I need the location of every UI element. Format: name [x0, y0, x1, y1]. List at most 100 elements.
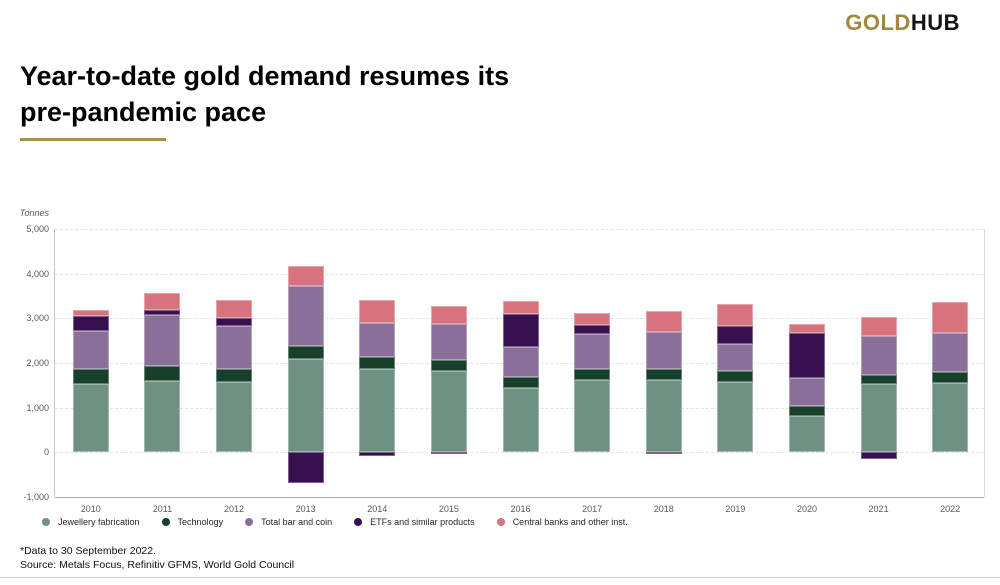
bar-segment — [574, 369, 611, 380]
legend-item[interactable]: Jewellery fabrication — [42, 517, 140, 527]
bar-segment — [359, 300, 396, 323]
bar-segment — [216, 369, 253, 383]
x-axis-label: 2016 — [510, 504, 531, 514]
y-tick-label: 2,000 — [26, 358, 49, 368]
gridline — [55, 229, 984, 230]
bar-segment — [645, 332, 682, 369]
bar-segment — [430, 371, 467, 453]
x-axis-label: 2020 — [796, 504, 817, 514]
y-tick-label: 3,000 — [26, 313, 49, 324]
legend-item[interactable]: ETFs and similar products — [354, 517, 475, 527]
bar-segment — [72, 330, 109, 370]
y-axis: 5,000 4,000 3,000 2,000 1,000 0 -1,000 — [0, 224, 49, 502]
bar-segment — [860, 336, 897, 375]
gridline — [55, 452, 984, 454]
bar-segment — [72, 384, 109, 453]
bar-segment — [788, 324, 825, 333]
x-axis-label: 2010 — [80, 504, 101, 514]
bar-segment — [932, 302, 969, 333]
bar-segment — [287, 346, 324, 359]
bar-segment — [502, 347, 539, 377]
bar-segment — [932, 332, 969, 372]
bar-segment — [932, 383, 969, 453]
bar-segment — [860, 374, 897, 385]
y-tick-label: 5,000 — [26, 224, 49, 234]
bar-segment — [717, 371, 754, 383]
bar-segment — [860, 317, 897, 337]
x-axis-label: 2018 — [653, 504, 674, 514]
title-underline — [20, 138, 166, 141]
bar-segment — [574, 312, 611, 326]
bar-segment — [717, 382, 754, 453]
legend: Jewellery fabrication Technology Total bar… — [42, 517, 650, 527]
legend-label: Total bar and coin — [261, 517, 333, 527]
bar-segment — [788, 416, 825, 453]
legend-dot-icon — [245, 518, 254, 526]
x-axis-label: 2021 — [868, 504, 889, 514]
bar-segment — [502, 376, 539, 388]
bar-segment — [287, 265, 324, 287]
bar-segment — [788, 332, 825, 379]
plot-area: 2010 2011 2012 2013 2014 2015 2016 2017 2018 2019… — [54, 229, 985, 514]
bar-segment — [216, 299, 253, 318]
bar-segment — [144, 293, 181, 311]
y-axis-unit-label: Tonnes — [19, 208, 49, 218]
footnote: *Data to 30 September 2022. — [20, 545, 157, 557]
bar-segment — [788, 378, 825, 407]
bar-segment — [717, 343, 754, 372]
bar-segment — [359, 356, 396, 370]
y-tick-label: 0 — [43, 447, 49, 458]
legend-dot-icon — [42, 518, 50, 526]
page-title-line2: pre-pandemic pace — [20, 97, 267, 127]
bar-segment — [287, 452, 324, 483]
legend-label: Jewellery fabrication — [58, 517, 140, 527]
bar-segment — [72, 369, 109, 385]
y-tick-label: 4,000 — [26, 268, 49, 279]
x-axis-label: 2013 — [295, 504, 316, 514]
bar-segment — [645, 311, 682, 333]
x-axis-line — [55, 497, 984, 498]
x-axis-label: 2022 — [940, 504, 961, 514]
bar-segment — [860, 452, 897, 460]
source-note: Source: Metals Focus, Refinitiv GFMS, Wo… — [20, 559, 295, 571]
bar-segment — [717, 326, 754, 344]
legend-dot-icon — [161, 518, 170, 526]
bar-segment — [788, 406, 825, 417]
legend-label: Central banks and other inst. — [512, 517, 628, 527]
bar-segment — [287, 286, 324, 347]
bar-segment — [216, 382, 253, 453]
bar-segment — [359, 322, 396, 357]
legend-item[interactable]: Total bar and coin — [245, 517, 332, 527]
x-axis-label: 2011 — [152, 504, 173, 514]
bar-segment — [430, 323, 467, 360]
bar-segment — [645, 379, 682, 453]
bar-segment — [144, 365, 181, 382]
bar-segment — [216, 317, 253, 327]
x-axis-label: 2014 — [367, 504, 388, 514]
bar-segment — [860, 384, 897, 453]
legend-label: Technology — [177, 517, 224, 527]
bar-segment — [502, 314, 539, 348]
bar-segment — [287, 358, 324, 453]
page-title: Year-to-date gold demand resumes its pre… — [20, 58, 509, 130]
bar-segment — [430, 359, 467, 372]
legend-item[interactable]: Central banks and other inst. — [496, 517, 628, 527]
legend-item[interactable]: Technology — [161, 517, 224, 527]
bar-segment — [574, 379, 611, 453]
bar-segment — [144, 381, 181, 453]
page-title-line1: Year-to-date gold demand resumes its — [20, 61, 510, 91]
bottom-divider — [0, 577, 1000, 578]
gridline — [55, 273, 984, 275]
bar-segment — [502, 387, 539, 453]
x-axis-label: 2012 — [224, 504, 245, 514]
bar-segment — [144, 310, 181, 315]
bar-segment — [574, 325, 611, 334]
bar-segment — [430, 305, 467, 324]
goldhub-logo[interactable]: GOLDHUB — [845, 10, 960, 36]
x-axis-label: 2017 — [582, 504, 603, 514]
y-tick-label: 1,000 — [26, 402, 49, 413]
bar-segment — [144, 314, 181, 366]
bar-segment — [72, 316, 109, 331]
x-axis-label: 2019 — [725, 504, 746, 514]
logo-hub: HUB — [910, 10, 960, 35]
